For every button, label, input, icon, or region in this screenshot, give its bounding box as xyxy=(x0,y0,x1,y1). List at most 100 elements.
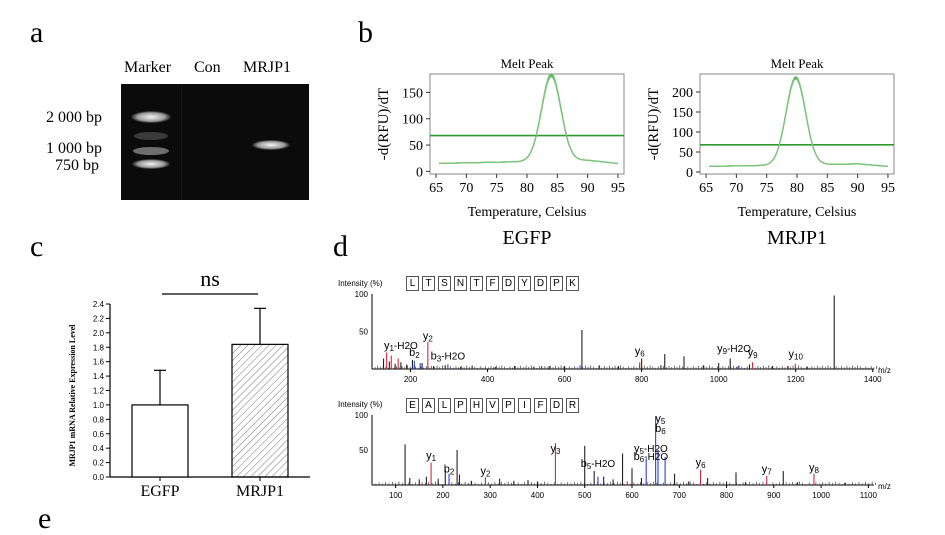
melt-xtick-label: 85 xyxy=(820,181,834,196)
melt-ytick-label: 100 xyxy=(402,113,423,128)
melt-xtick-label: 70 xyxy=(459,181,473,196)
marker-band-1500 xyxy=(134,132,168,140)
bar-ytick-label: 1.8 xyxy=(93,343,105,352)
melt-xtick-label: 95 xyxy=(881,181,895,196)
melt-ytick-label: 50 xyxy=(679,146,693,161)
melt-xtick-label: 65 xyxy=(429,181,443,196)
bar-ytick-label: 0.0 xyxy=(93,473,105,482)
panel-label-c: c xyxy=(30,230,44,263)
melt-chart-mrjp1: Melt Peak 65 70 75 80 85 90 95 0 50 100 150 200 -d(RF… xyxy=(646,56,895,249)
bar-ytick-label: 0.2 xyxy=(93,459,105,468)
residue-S: S xyxy=(438,276,451,291)
residue-I: I xyxy=(518,398,531,413)
spectrum-xtick-label: 600 xyxy=(625,491,639,500)
residue-F: F xyxy=(486,276,499,291)
marker-band-2000 xyxy=(131,111,171,123)
ion-label: y9-H2O xyxy=(717,343,751,356)
melt-xtick-label: 90 xyxy=(851,181,865,196)
spectrum-xlabel: m/z xyxy=(878,366,891,375)
significance-label: ns xyxy=(200,266,220,291)
spectrum-ytick-label: 100 xyxy=(355,290,369,299)
melt-ytick-label: 150 xyxy=(402,86,423,101)
melt-xtick-label: 85 xyxy=(550,181,564,196)
melt-curve-2 xyxy=(439,76,618,165)
bar-category-label: EGFP xyxy=(140,483,179,500)
melt-xlabel: Temperature, Celsius xyxy=(468,205,587,220)
marker-band-750 xyxy=(132,159,170,169)
spectrum-xtick-label: 700 xyxy=(673,491,687,500)
melt-xtick-label: 75 xyxy=(760,181,774,196)
lane-label-marker: Marker xyxy=(124,59,172,76)
melt-xtick-label: 65 xyxy=(699,181,713,196)
spectrum-ytick-label: 50 xyxy=(359,328,368,337)
ion-label: b2 xyxy=(444,464,455,477)
melt-title: Melt Peak xyxy=(770,56,824,71)
spectrum-ylabel: Intensity (%) xyxy=(338,279,383,288)
ion-label: y5 xyxy=(655,413,666,426)
spectrum-xtick-label: 1100 xyxy=(860,491,878,500)
spectrum-ytick-label: 50 xyxy=(359,446,368,455)
ion-label: y9 xyxy=(748,347,759,360)
panel-label-d: d xyxy=(333,230,348,263)
melt-chart-egfp: Melt Peak 65 70 75 80 85 90 95 0 50 100 150 -d(RFU)/… xyxy=(376,56,625,249)
melt-title: Melt Peak xyxy=(500,56,554,71)
melt-xtick-label: 75 xyxy=(490,181,504,196)
bar-ytick-label: 0.6 xyxy=(93,430,105,439)
spectrum-xtick-label: 400 xyxy=(481,375,495,384)
bar-ytick-label: 2.0 xyxy=(93,329,105,338)
spectrum-xtick-label: 1000 xyxy=(812,491,830,500)
spectrum-xtick-label: 1200 xyxy=(787,375,805,384)
bar-category-label: MRJP1 xyxy=(236,483,284,500)
residue-P: P xyxy=(454,398,467,413)
melt-plot-frame xyxy=(699,73,895,175)
residue-T: T xyxy=(470,276,483,291)
spectrum-xtick-label: 300 xyxy=(484,491,498,500)
ladder-label-750: 750 bp xyxy=(55,157,99,174)
residue-F: F xyxy=(534,398,547,413)
bar-ytick-label: 2.2 xyxy=(93,314,105,323)
bar-ytick-label: 2.4 xyxy=(93,300,105,309)
melt-ytick-label: 0 xyxy=(416,165,423,180)
spectrum-xtick-label: 800 xyxy=(720,491,734,500)
gel-image xyxy=(121,84,309,200)
panel-label-e: e xyxy=(38,502,52,535)
residue-D: D xyxy=(502,276,515,291)
bar-ytick-label: 1.4 xyxy=(93,372,105,381)
ladder-label-1000: 1 000 bp xyxy=(46,140,102,157)
melt-xtick-label: 80 xyxy=(520,181,534,196)
melt-ytick-label: 50 xyxy=(409,139,423,154)
spectrum-ytick-label: 100 xyxy=(355,411,369,420)
melt-xlabel: Temperature, Celsius xyxy=(738,205,857,220)
spectrum-xtick-label: 200 xyxy=(436,491,450,500)
spectrum-xtick-label: 1400 xyxy=(864,375,882,384)
residue-R: R xyxy=(566,398,579,413)
lane-label-mrjp1: MRJP1 xyxy=(243,59,292,76)
residue-H: H xyxy=(470,398,483,413)
ion-label: y2 xyxy=(480,466,491,479)
spectrum-xlabel: m/z xyxy=(878,482,891,491)
melt-ytick-label: 0 xyxy=(686,166,693,181)
residue-P: P xyxy=(550,276,563,291)
spectrum-xtick-label: 400 xyxy=(531,491,545,500)
spectrum-xtick-label: 100 xyxy=(389,491,403,500)
melt-ytick-label: 100 xyxy=(672,126,693,141)
melt-ylabel: -d(RFU)/dT xyxy=(646,88,662,161)
ion-label: y10 xyxy=(789,348,804,361)
ion-label: y1-H2O xyxy=(384,340,418,353)
melt-plot-frame xyxy=(429,73,625,175)
ion-label: y1 xyxy=(426,450,437,463)
residue-A: A xyxy=(422,398,435,413)
melt-xtick-label: 90 xyxy=(581,181,595,196)
ms-spectrum-1: Intensity (%) 100 50 200 400 600 800 1000 1200 14… xyxy=(338,279,891,384)
spectrum-xtick-label: 600 xyxy=(558,375,572,384)
residue-D: D xyxy=(550,398,563,413)
melt-ytick-label: 150 xyxy=(672,106,693,121)
residue-D: D xyxy=(534,276,547,291)
spectrum-xtick-label: 900 xyxy=(767,491,781,500)
ion-label: b6 xyxy=(655,423,666,436)
bar-egfp xyxy=(131,404,189,478)
marker-band-1000 xyxy=(133,147,169,155)
residue-Y: Y xyxy=(518,276,531,291)
